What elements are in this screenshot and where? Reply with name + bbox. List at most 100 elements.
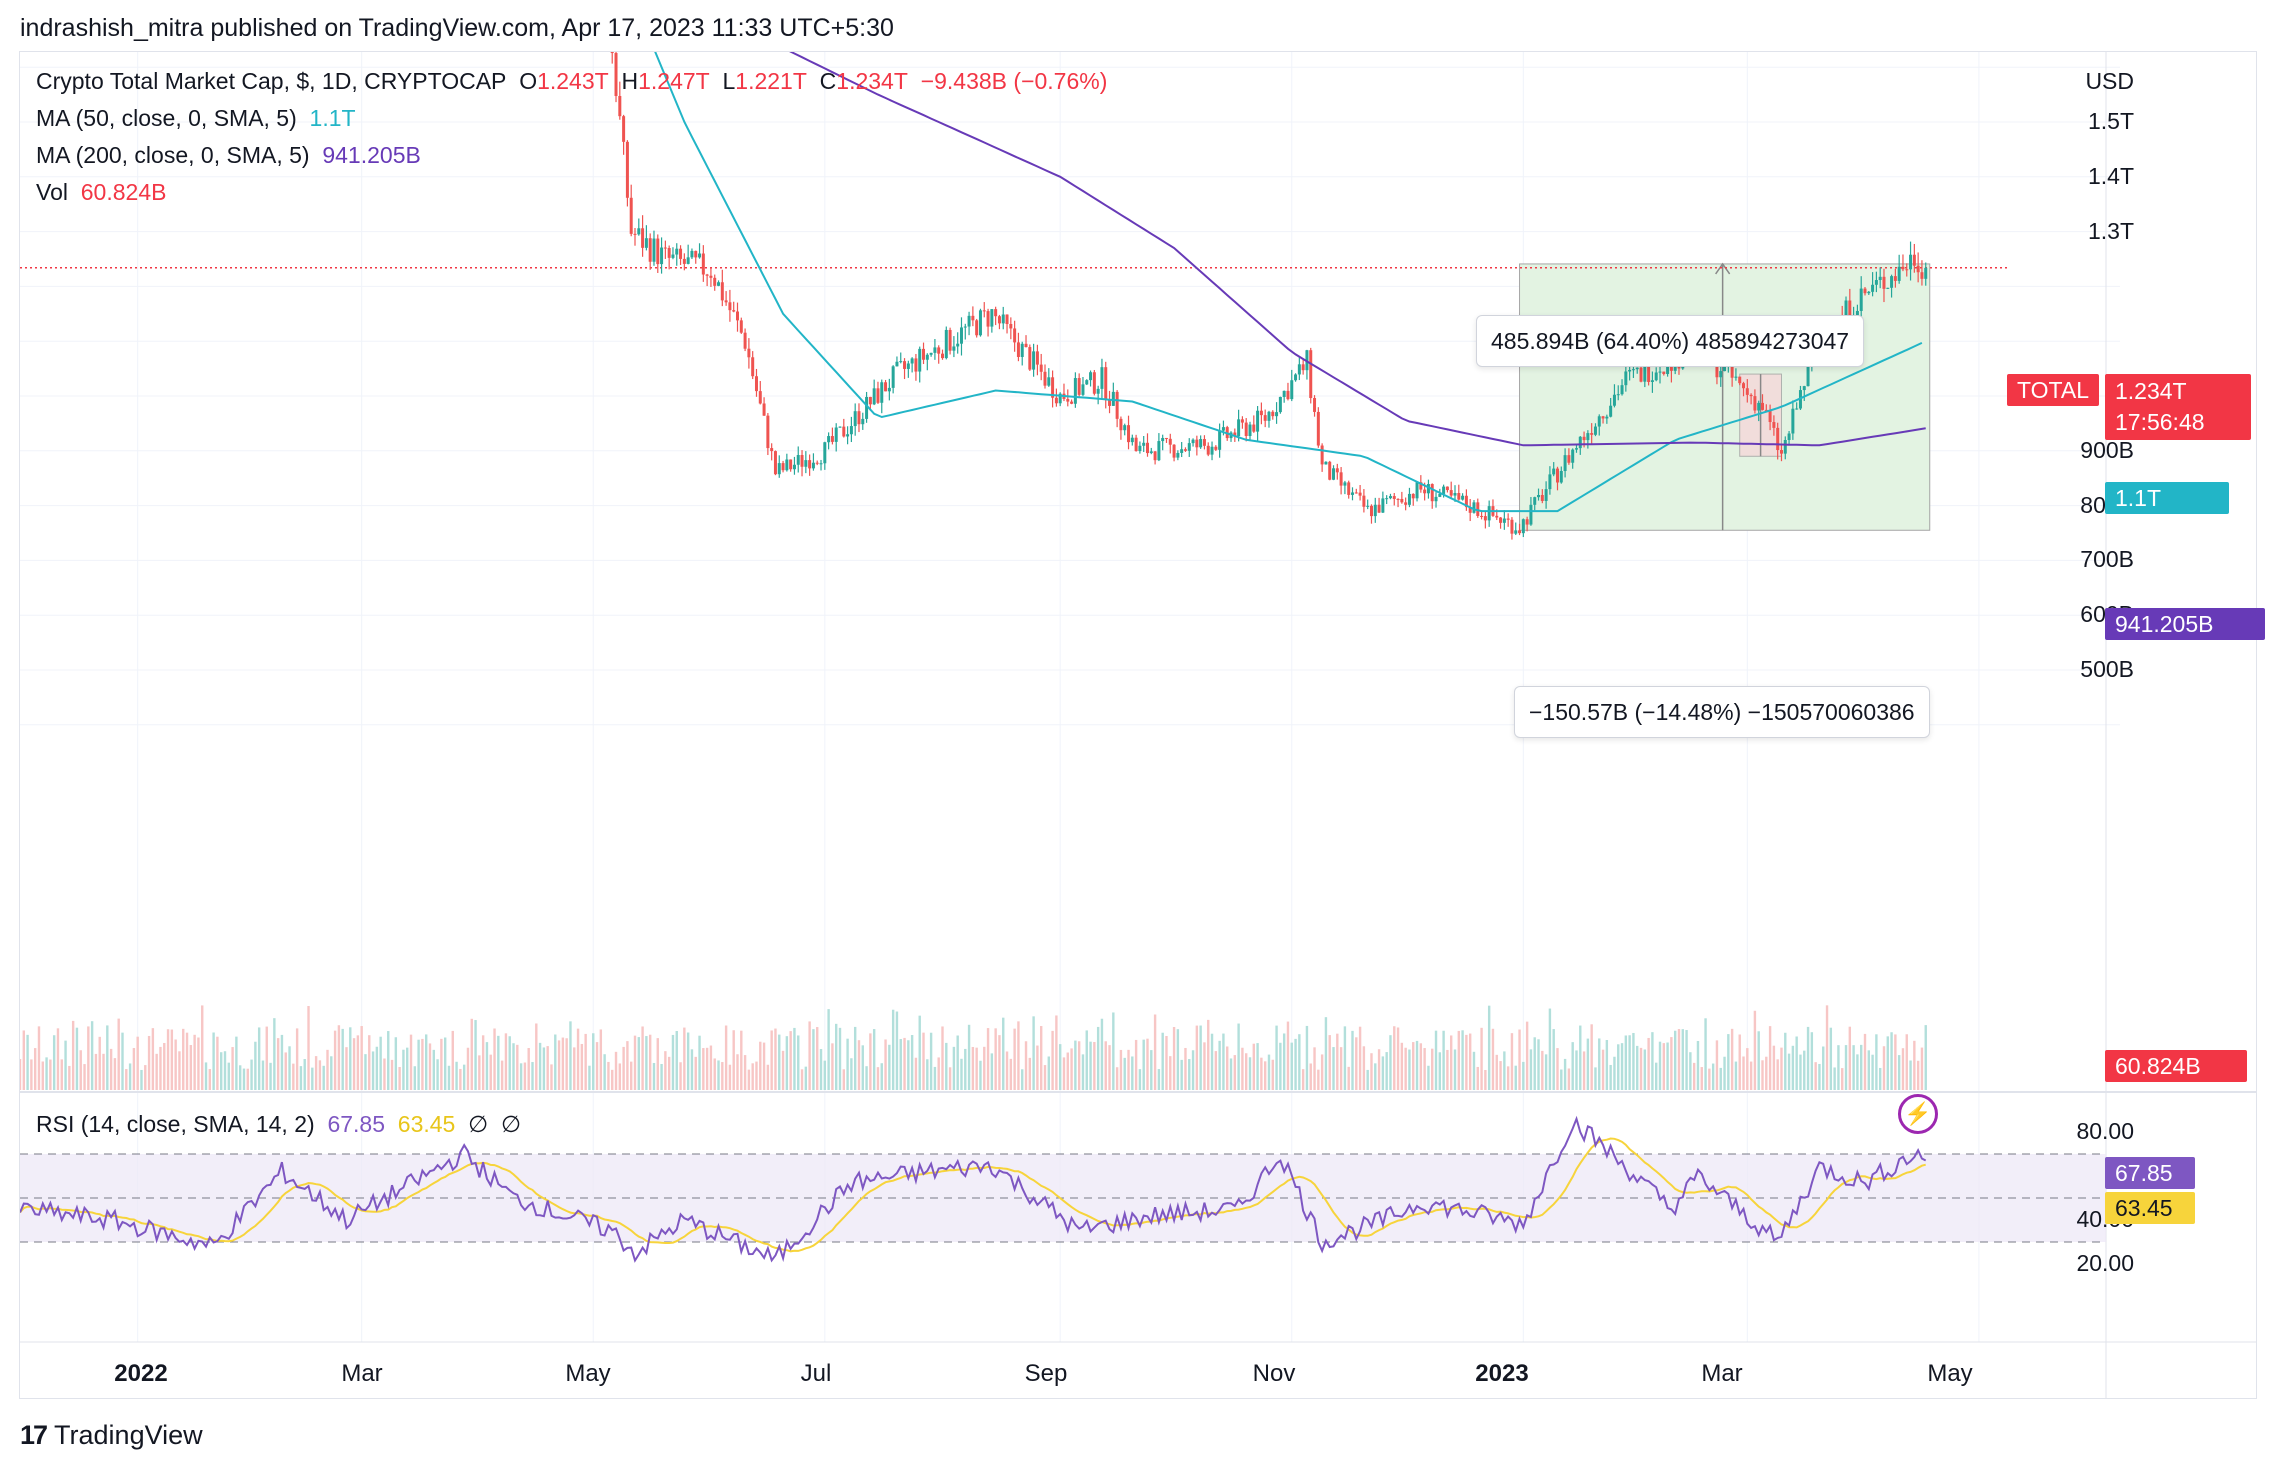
measure-down-callout[interactable]: −150.57B (−14.48%) −150570060386 bbox=[1514, 686, 1930, 738]
volume-bar bbox=[667, 1056, 671, 1090]
time-label-mar-2022: Mar bbox=[341, 1360, 383, 1387]
volume-bar bbox=[1423, 1048, 1426, 1090]
candle-body bbox=[1297, 364, 1301, 375]
volume-bar bbox=[1241, 1047, 1244, 1090]
candle-body bbox=[1426, 484, 1430, 494]
volume-bar bbox=[1484, 1069, 1487, 1090]
candle-body bbox=[694, 250, 698, 258]
volume-bar bbox=[1890, 1032, 1893, 1090]
volume-bar bbox=[470, 1018, 473, 1090]
volume-bar bbox=[1525, 1021, 1529, 1090]
volume-bar bbox=[504, 1033, 508, 1090]
volume-bar bbox=[459, 1068, 462, 1090]
volume-bar bbox=[489, 1054, 492, 1090]
volume-bar bbox=[1040, 1026, 1043, 1090]
volume-bar bbox=[751, 1063, 754, 1090]
candle-body bbox=[1601, 416, 1605, 419]
candle-body bbox=[827, 436, 831, 443]
open-value: 1.243T bbox=[537, 68, 609, 94]
volume-bar bbox=[326, 1049, 329, 1090]
volume-bar bbox=[1279, 1042, 1282, 1090]
volume-bar bbox=[1871, 1054, 1874, 1090]
candle-body bbox=[747, 348, 751, 358]
candle-body bbox=[1783, 439, 1787, 454]
ma200-legend[interactable]: MA (200, close, 0, SMA, 5) 941.205B bbox=[36, 141, 421, 169]
volume-bar bbox=[1301, 1069, 1305, 1090]
candle-body bbox=[1552, 468, 1556, 475]
volume-bar bbox=[1491, 1028, 1495, 1090]
moving-averages bbox=[654, 52, 1926, 513]
volume-bar bbox=[1222, 1033, 1225, 1090]
volume-legend[interactable]: Vol 60.824B bbox=[36, 178, 166, 206]
volume-bar bbox=[1127, 1049, 1130, 1090]
currency-label[interactable]: USD bbox=[2085, 68, 2134, 94]
volume-bar bbox=[394, 1037, 398, 1090]
volume-bar bbox=[1894, 1034, 1897, 1090]
candle-body bbox=[1263, 415, 1267, 421]
price-tick-label: 500B bbox=[2080, 656, 2134, 682]
volume-bar bbox=[71, 1020, 75, 1090]
volume-bar bbox=[113, 1058, 117, 1090]
ma50-legend[interactable]: MA (50, close, 0, SMA, 5) 1.1T bbox=[36, 104, 356, 132]
volume-badge: 60.824B bbox=[2105, 1050, 2247, 1082]
candle-body bbox=[1077, 378, 1081, 395]
volume-bar bbox=[956, 1035, 959, 1090]
candle-body bbox=[842, 426, 846, 437]
volume-bar bbox=[318, 1060, 322, 1090]
candle-body bbox=[1016, 342, 1020, 357]
candle-body bbox=[1499, 517, 1503, 523]
volume-value: 60.824B bbox=[80, 179, 167, 205]
volume-bar bbox=[565, 1038, 568, 1090]
volume-bar bbox=[1081, 1054, 1085, 1090]
volume-bar bbox=[683, 1027, 686, 1090]
volume-bar bbox=[945, 1042, 948, 1090]
volume-bar bbox=[755, 1061, 758, 1090]
volume-bar bbox=[368, 1035, 371, 1090]
volume-bar bbox=[1620, 1043, 1624, 1090]
volume-bar bbox=[20, 1059, 22, 1090]
volume-bar bbox=[1096, 1026, 1100, 1090]
candle-body bbox=[830, 436, 834, 442]
rsi-legend[interactable]: RSI (14, close, SMA, 14, 2) 67.85 63.45 … bbox=[36, 1110, 521, 1138]
volume-bar bbox=[140, 1069, 143, 1090]
measure-up-callout[interactable]: 485.894B (64.40%) 485894273047 bbox=[1476, 315, 1865, 367]
volume-bar bbox=[83, 1064, 86, 1090]
volume-bar bbox=[1787, 1053, 1791, 1090]
volume-bar bbox=[1339, 1047, 1343, 1090]
volume-bar bbox=[1837, 1045, 1840, 1090]
volume-bar bbox=[1180, 1059, 1183, 1090]
volume-bar bbox=[1412, 1042, 1415, 1090]
candle-body bbox=[1404, 502, 1408, 505]
bar-countdown: 17:56:48 bbox=[2115, 409, 2205, 435]
volume-bar bbox=[33, 1048, 37, 1090]
high-label: H bbox=[621, 68, 639, 94]
volume-bars bbox=[20, 1005, 1927, 1090]
lightning-icon[interactable]: ⚡ bbox=[1898, 1094, 1938, 1134]
candle-body bbox=[956, 343, 960, 347]
volume-bar bbox=[576, 1028, 580, 1090]
volume-bar bbox=[971, 1046, 975, 1090]
volume-bar bbox=[216, 1036, 219, 1090]
volume-bar bbox=[1844, 1045, 1848, 1090]
candle-body bbox=[1134, 437, 1138, 452]
volume-bar bbox=[1753, 1010, 1757, 1090]
volume-bar bbox=[580, 1043, 584, 1090]
volume-bar bbox=[288, 1046, 291, 1090]
candle-body bbox=[1392, 496, 1396, 499]
chart-canvas[interactable] bbox=[20, 52, 2256, 1398]
volume-bar bbox=[740, 1030, 743, 1090]
volume-bar bbox=[1226, 1046, 1229, 1090]
candle-body bbox=[903, 361, 907, 369]
volume-bar bbox=[1791, 1045, 1795, 1090]
volume-bar bbox=[1734, 1061, 1738, 1090]
volume-bar bbox=[1860, 1044, 1863, 1090]
chart-frame[interactable]: Crypto Total Market Cap, $, 1D, CRYPTOCA… bbox=[19, 51, 2265, 1399]
time-label-jul-2022: Jul bbox=[800, 1360, 832, 1387]
volume-bar bbox=[1275, 1025, 1278, 1090]
volume-bar bbox=[147, 1035, 151, 1090]
candle-body bbox=[944, 329, 948, 359]
volume-bar bbox=[641, 1026, 644, 1090]
volume-bar bbox=[929, 1032, 933, 1090]
tradingview-logo[interactable]: 17 TradingView bbox=[20, 1420, 203, 1451]
candle-body bbox=[1149, 451, 1153, 454]
